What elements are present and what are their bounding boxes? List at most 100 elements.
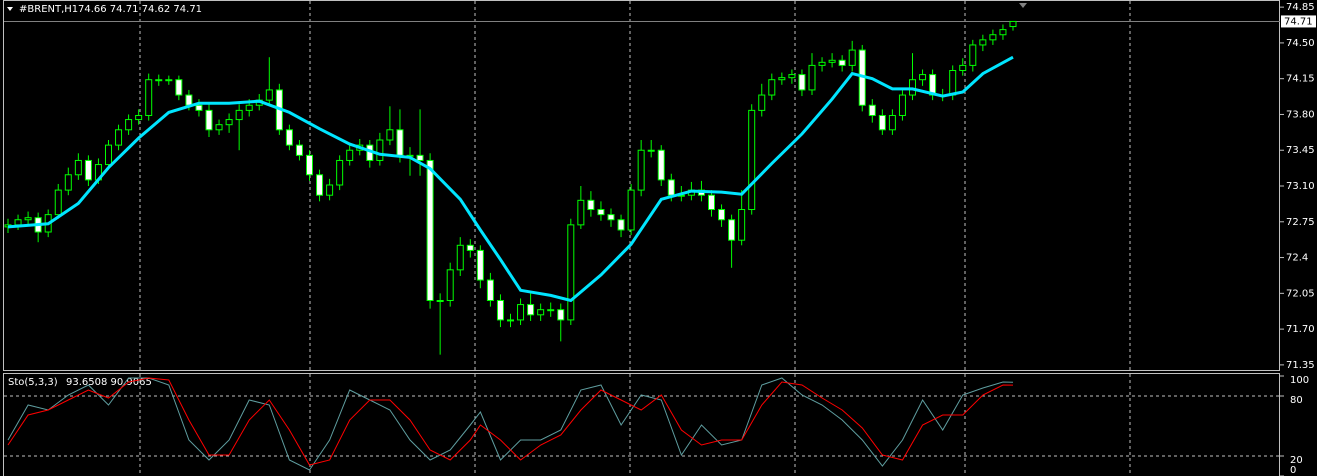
candle-body (537, 309, 545, 316)
y-tick-label: 73.10 (1286, 181, 1315, 192)
stochastic-line (7, 377, 1014, 466)
candle-body (738, 209, 746, 241)
y-tick-label: 71.70 (1286, 324, 1315, 335)
candle-body (205, 109, 213, 131)
candle-body (768, 79, 776, 96)
candle-body (959, 64, 967, 72)
candle-body (386, 129, 394, 141)
candle-body (466, 244, 474, 251)
candle-body (748, 109, 756, 211)
indicator-panel-border (3, 373, 1280, 476)
candle-body (647, 149, 655, 152)
menu-arrow[interactable] (7, 7, 13, 11)
y-tick-label: 74.85 (1286, 2, 1315, 13)
candle-body (577, 199, 585, 226)
candle-body (517, 304, 525, 321)
candle-body (567, 224, 575, 321)
candle-body (215, 124, 223, 131)
candle-body (125, 119, 133, 131)
y-tick-label: 72.75 (1286, 217, 1315, 228)
candle-body (376, 139, 384, 161)
candle-body (627, 189, 635, 231)
candle-body (416, 154, 424, 161)
candle-body (175, 79, 183, 96)
candle-body (607, 214, 615, 221)
y-tick-label: 100 (1290, 375, 1309, 386)
candle-body (235, 109, 243, 121)
candle-body (486, 279, 494, 301)
candle-body (828, 59, 836, 63)
candle-body (798, 74, 806, 91)
candle-body (165, 79, 173, 82)
y-tick-label: 72.4 (1286, 253, 1308, 264)
candle-body (888, 114, 896, 131)
current-price-box (1281, 15, 1316, 28)
main-panel-border (3, 0, 1280, 371)
candle-body (24, 217, 32, 221)
candle-body (476, 249, 484, 281)
candle-body (999, 29, 1007, 36)
candle-body (597, 209, 605, 216)
candle-body (336, 159, 344, 186)
candle-body (838, 59, 846, 66)
candle-body (848, 49, 856, 66)
candle-body (245, 104, 253, 111)
candle-body (909, 79, 916, 96)
y-tick-label: 80 (1290, 395, 1303, 406)
candle-body (718, 209, 726, 221)
candle-body (758, 94, 766, 111)
y-tick-label: 74.50 (1286, 38, 1315, 49)
candle-body (617, 219, 625, 231)
candle-body (587, 199, 595, 211)
candle-body (195, 104, 203, 111)
candle-body (285, 129, 293, 146)
candle-body (84, 159, 92, 181)
candle-body (225, 119, 233, 126)
candle-body (396, 129, 404, 156)
candle-body (557, 309, 565, 321)
current-price-label: 74.71 (1284, 16, 1313, 27)
candle-body (316, 174, 324, 196)
candle-body (306, 154, 313, 176)
candle-body (436, 299, 444, 302)
candle-body (185, 94, 193, 106)
indicator-readout: 93.6508 90.9065 (66, 377, 152, 388)
candle-body (1009, 20, 1017, 28)
y-tick-label: 73.45 (1286, 145, 1315, 156)
symbol-title: #BRENT,H1 (19, 4, 78, 15)
candle-body (637, 149, 645, 191)
candle-body (426, 159, 434, 301)
candle-body (265, 89, 273, 101)
candle-body (919, 74, 927, 81)
candle-body (295, 144, 303, 156)
candle-body (74, 159, 82, 176)
candle-body (115, 129, 123, 146)
candle-body (105, 144, 112, 166)
candle-body (496, 299, 504, 321)
candle-body (64, 174, 72, 191)
candle-body (898, 94, 906, 116)
candle-body (989, 34, 997, 41)
candle-body (878, 114, 886, 131)
shift-marker (1019, 3, 1027, 8)
candle-body (657, 149, 665, 181)
y-tick-label: 74.15 (1286, 74, 1315, 85)
candle-body (868, 104, 876, 116)
candle-body (667, 179, 675, 196)
candle-body (708, 194, 715, 211)
y-tick-label: 0 (1290, 465, 1296, 476)
candle-body (155, 79, 163, 82)
candle-body (818, 61, 826, 66)
candle-body (969, 44, 977, 66)
candle-body (949, 70, 957, 96)
candle-body (145, 79, 153, 116)
candle-body (808, 64, 816, 91)
y-tick-label: 72.05 (1286, 288, 1315, 299)
candle-body (547, 309, 555, 312)
candle-body (979, 39, 987, 46)
candle-body (135, 114, 143, 121)
candle-body (326, 184, 334, 196)
y-tick-label: 71.35 (1286, 360, 1315, 371)
